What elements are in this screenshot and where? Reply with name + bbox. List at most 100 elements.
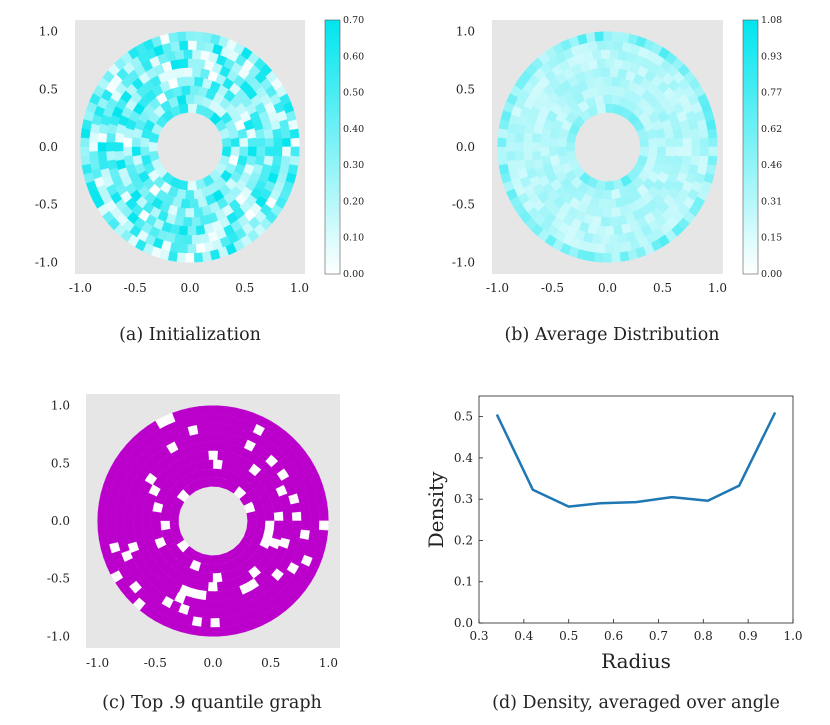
- heatmap-cell: [289, 155, 300, 166]
- heatmap-cell: [604, 58, 615, 68]
- heatmap-cell: [287, 163, 299, 175]
- heatmap-cell: [115, 525, 126, 536]
- x-tick-label: -1.0: [486, 281, 509, 295]
- heatmap-cell: [183, 217, 193, 227]
- colorbar-tick-label: 0.00: [761, 269, 782, 280]
- y-tick-label: -0.5: [47, 572, 70, 586]
- colorbar-tick-label: 0.31: [761, 196, 782, 207]
- heatmap-cell: [185, 94, 195, 104]
- y-tick-label: -0.5: [452, 198, 475, 212]
- heatmap-cell: [195, 243, 206, 254]
- heatmap-cell: [300, 511, 311, 522]
- heatmap-cell: [291, 520, 302, 531]
- x-tick-label: 0.0: [598, 281, 617, 295]
- panel-d-density-line: [495, 411, 777, 508]
- heatmap-cell: [699, 146, 710, 157]
- heatmap-cell: [207, 564, 219, 574]
- heatmap-cell: [282, 520, 293, 531]
- heatmap-cell: [656, 146, 667, 157]
- heatmap-cell: [609, 49, 619, 60]
- panel-d-caption: (d) Density, averaged over angle: [492, 693, 780, 713]
- heatmap-cell: [178, 58, 189, 69]
- x-tick-label: -1.0: [69, 281, 92, 295]
- y-tick-label: -1.0: [47, 629, 70, 643]
- heatmap-cell: [272, 155, 283, 166]
- heatmap-cell: [264, 511, 275, 522]
- heatmap-cell: [505, 142, 515, 153]
- heatmap-cell: [169, 242, 181, 254]
- y-tick-label: 0.0: [456, 140, 475, 154]
- heatmap-cell: [609, 234, 620, 245]
- heatmap-cell: [214, 441, 225, 452]
- heatmap-cell: [531, 142, 541, 153]
- y-tick-label: 0.2: [454, 533, 473, 547]
- heatmap-cell: [595, 40, 606, 51]
- x-tick-label: 0.9: [739, 629, 758, 643]
- heatmap-cell: [105, 142, 115, 153]
- panel-c-x-axis: -1.0 -0.5 0.0 0.5 1.0: [86, 656, 338, 670]
- heatmap-cell: [178, 243, 189, 254]
- heatmap-cell: [255, 520, 266, 531]
- heatmap-cell: [122, 137, 133, 148]
- heatmap-cell: [705, 163, 717, 175]
- y-tick-label: -0.5: [35, 198, 58, 212]
- x-tick-label: 0.0: [203, 656, 222, 670]
- x-tick-label: 0.5: [261, 656, 280, 670]
- panel-c-y-axis: 1.0 0.5 0.0 -0.5 -1.0: [47, 399, 70, 644]
- y-tick-label: 0.0: [51, 514, 70, 528]
- heatmap-cell: [201, 617, 212, 628]
- heatmap-cell: [665, 137, 675, 148]
- heatmap-cell: [191, 216, 202, 227]
- heatmap-cell: [203, 572, 214, 583]
- heatmap-cell: [131, 137, 141, 148]
- heatmap-cell: [80, 146, 90, 157]
- heatmap-cell: [210, 477, 221, 488]
- y-tick-label: -1.0: [452, 255, 475, 269]
- heatmap-cell: [594, 252, 604, 263]
- heatmap-cell: [106, 516, 116, 527]
- heatmap-cell: [273, 520, 284, 531]
- heatmap-cell: [264, 137, 275, 148]
- heatmap-cell: [498, 119, 510, 131]
- panel-c-heatmap-cells: [97, 405, 329, 637]
- heatmap-cell: [587, 242, 598, 254]
- panel-b-heatmap-cells: [497, 31, 718, 263]
- heatmap-cell: [88, 132, 99, 144]
- heatmap-cell: [114, 132, 125, 144]
- heatmap-cell: [207, 405, 218, 415]
- heatmap-cell: [531, 132, 542, 144]
- heatmap-cell: [97, 520, 108, 531]
- heatmap-cell: [602, 190, 613, 200]
- heatmap-cell: [309, 520, 320, 531]
- heatmap-cell: [230, 146, 241, 157]
- heatmap-cell: [185, 76, 195, 86]
- heatmap-cell: [182, 67, 193, 77]
- heatmap-cell: [613, 40, 624, 51]
- heatmap-cell: [619, 32, 630, 43]
- x-tick-label: 1.0: [290, 281, 309, 295]
- x-tick-label: -1.0: [86, 656, 109, 670]
- heatmap-cell: [198, 405, 209, 416]
- heatmap-cell: [609, 216, 620, 227]
- heatmap-cell: [148, 141, 158, 153]
- heatmap-cell: [191, 67, 202, 78]
- heatmap-cell: [316, 537, 328, 549]
- heatmap-cell: [131, 146, 141, 157]
- heatmap-cell: [193, 31, 204, 42]
- heatmap-cell: [497, 137, 507, 148]
- heatmap-cell: [708, 146, 718, 157]
- heatmap-cell: [691, 137, 701, 148]
- heatmap-cell: [160, 511, 171, 522]
- heatmap-cell: [602, 94, 613, 104]
- heatmap-cell: [219, 414, 230, 425]
- y-tick-label: 0.5: [456, 82, 475, 96]
- colorbar-tick-label: 0.40: [343, 124, 364, 135]
- heatmap-cell: [239, 146, 249, 157]
- heatmap-cell: [207, 450, 218, 460]
- colorbar-tick-label: 0.93: [761, 51, 782, 62]
- heatmap-cell: [205, 609, 216, 619]
- heatmap-cell: [263, 155, 274, 166]
- heatmap-cell: [611, 76, 622, 87]
- heatmap-cell: [193, 252, 204, 263]
- y-tick-label: 0.3: [454, 492, 473, 506]
